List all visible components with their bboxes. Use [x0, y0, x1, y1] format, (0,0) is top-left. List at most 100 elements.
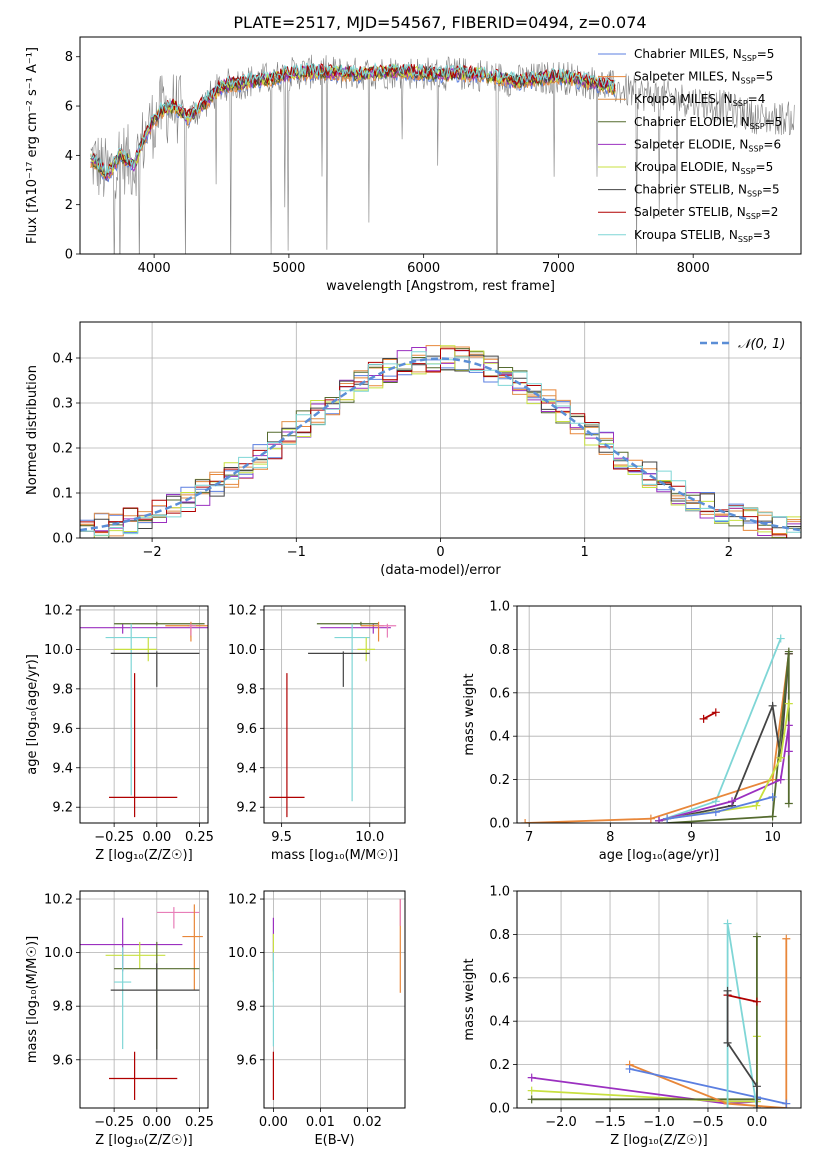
- x-tick-label: −2: [143, 545, 162, 560]
- y-tick-label: 0.3: [52, 397, 73, 412]
- x-axis-label: Z [log₁₀(Z/Z☉)]: [95, 1133, 192, 1148]
- y-tick-label: 0.6: [489, 686, 510, 701]
- data-point: [655, 816, 663, 823]
- y-tick-label: 9.8: [236, 1000, 257, 1015]
- x-tick-label: 9.5: [271, 830, 292, 845]
- data-point: [527, 1095, 536, 1104]
- x-tick-label: 0.0: [747, 1115, 768, 1130]
- y-tick-label: 4: [65, 149, 73, 164]
- model-spectrum: [90, 62, 616, 177]
- axes-frame: [263, 605, 406, 824]
- x-axis-label: mass [log₁₀(M/M☉)]: [271, 848, 398, 863]
- y-tick-label: 9.6: [52, 722, 73, 737]
- data-point: [711, 808, 720, 817]
- normal-curve: [80, 357, 801, 532]
- data-point: [782, 934, 791, 943]
- legend-subscript: SSP: [748, 144, 763, 153]
- plot-area: [521, 634, 793, 823]
- y-tick-label: 0.8: [489, 928, 510, 943]
- y-tick-label: 9.6: [236, 722, 257, 737]
- y-tick-label: 0.4: [52, 352, 73, 367]
- y-tick-label: 0.2: [52, 442, 73, 457]
- x-tick-label: 8: [606, 830, 614, 845]
- x-tick-label: −0.5: [692, 1115, 724, 1130]
- axes-frame: [79, 321, 802, 539]
- x-tick-label: 7000: [542, 261, 575, 276]
- y-tick-label: 10.0: [44, 946, 73, 961]
- data-point: [776, 775, 785, 784]
- weight-line: [726, 990, 758, 1108]
- legend-entry: Kroupa STELIB, NSSP=3: [634, 228, 771, 244]
- panel-mass-vs-EBV: 0.00 0.01 0.02 9.6 9.8 10.0 10.2 E(B-V): [228, 890, 406, 1148]
- x-tick-label: 0.00: [259, 1115, 288, 1130]
- legend-text: Chabrier STELIB, N: [634, 183, 747, 197]
- panel-age-vs-Z: −0.25 0.00 0.25 9.2 9.4 9.6 9.8 10.0 10.2 Z [log₁…: [25, 603, 214, 863]
- y-tick-label: 0.0: [489, 1102, 510, 1117]
- x-tick-label: 10: [764, 830, 781, 845]
- x-tick-label: 1: [581, 545, 589, 560]
- legend-text: Kroupa MILES, N: [634, 92, 733, 106]
- panel-mass-vs-Z: −0.25 0.00 0.25 9.6 9.8 10.0 10.2 Z [log₁₀(Z/Z☉…: [25, 890, 214, 1148]
- panel-age-vs-mass: 9.5 10.0 9.2 9.4 9.6 9.8 10.0 10.2 mass [log₁₀(M…: [228, 603, 406, 863]
- data-point: [752, 1082, 761, 1091]
- y-tick-label: 0.6: [489, 971, 510, 986]
- y-tick-label: 9.2: [52, 801, 73, 816]
- legend-entry: Kroupa MILES, NSSP=4: [634, 92, 765, 108]
- data-point: [784, 799, 793, 808]
- y-axis-label: Normed distribution: [25, 365, 40, 495]
- plot-area: [90, 54, 795, 254]
- legend-text: Salpeter STELIB, N: [634, 205, 746, 219]
- y-tick-label: 0.4: [489, 730, 510, 745]
- y-tick-label: 1.0: [489, 885, 510, 900]
- legend-text: Chabrier ELODIE, N: [634, 115, 750, 129]
- plot-area: [80, 621, 208, 818]
- x-tick-label: 5000: [272, 261, 305, 276]
- x-tick-label: 9: [687, 830, 695, 845]
- data-point: [663, 814, 672, 823]
- y-tick-label: 9.2: [236, 801, 257, 816]
- y-tick-label: 2: [65, 198, 73, 213]
- data-point: [521, 819, 530, 823]
- x-axis-label: E(B-V): [314, 1133, 354, 1148]
- data-point: [699, 714, 708, 723]
- legend-suffix: =5: [757, 47, 775, 61]
- x-tick-label: −1.0: [643, 1115, 675, 1130]
- legend-suffix: =3: [753, 228, 771, 242]
- y-tick-label: 6: [65, 100, 73, 115]
- x-axis-label: wavelength [Angstrom, rest frame]: [326, 279, 555, 294]
- y-tick-label: 0: [65, 248, 73, 263]
- data-point: [776, 753, 785, 762]
- x-tick-label: 8000: [677, 261, 710, 276]
- axes-frame: [516, 890, 802, 1109]
- legend-subscript: SSP: [733, 99, 748, 108]
- data-point: [784, 699, 793, 708]
- legend-text: Salpeter MILES, N: [634, 70, 741, 84]
- panel-spectrum: 4000 5000 6000 7000 8000 0 2 4 6 8 wavelength [Ang…: [25, 36, 802, 294]
- legend-subscript: SSP: [746, 212, 761, 221]
- x-tick-label: 6000: [407, 261, 440, 276]
- legend-entry: Chabrier MILES, NSSP=5: [634, 47, 774, 63]
- legend-entry: Salpeter ELODIE, NSSP=6: [634, 137, 781, 153]
- legend-suffix: =6: [763, 137, 781, 151]
- legend-entry: 𝒩(0, 1): [738, 337, 785, 352]
- data-point: [625, 1064, 634, 1073]
- legend-entry: Kroupa ELODIE, NSSP=5: [634, 160, 773, 176]
- x-tick-label: 10.0: [355, 830, 384, 845]
- legend-subscript: SSP: [741, 167, 756, 176]
- data-point: [728, 797, 737, 806]
- y-tick-label: 10.0: [44, 643, 73, 658]
- data-point: [752, 1104, 761, 1108]
- y-axis-label: age [log₁₀(age/yr)]: [25, 654, 40, 775]
- legend-suffix: =5: [765, 115, 783, 129]
- plot-area: [272, 899, 401, 1100]
- y-tick-label: 10.2: [44, 603, 73, 618]
- data-point: [711, 708, 720, 717]
- x-tick-label: 0: [436, 545, 444, 560]
- y-tick-label: 9.8: [236, 682, 257, 697]
- x-axis-label: Z [log₁₀(Z/Z☉)]: [610, 1133, 707, 1148]
- x-tick-label: −0.25: [94, 1115, 134, 1130]
- y-tick-label: 8: [65, 50, 73, 65]
- x-axis-label: age [log₁₀(age/yr)]: [599, 848, 720, 863]
- y-tick-label: 1.0: [489, 600, 510, 615]
- legend-text: Chabrier MILES, N: [634, 47, 742, 61]
